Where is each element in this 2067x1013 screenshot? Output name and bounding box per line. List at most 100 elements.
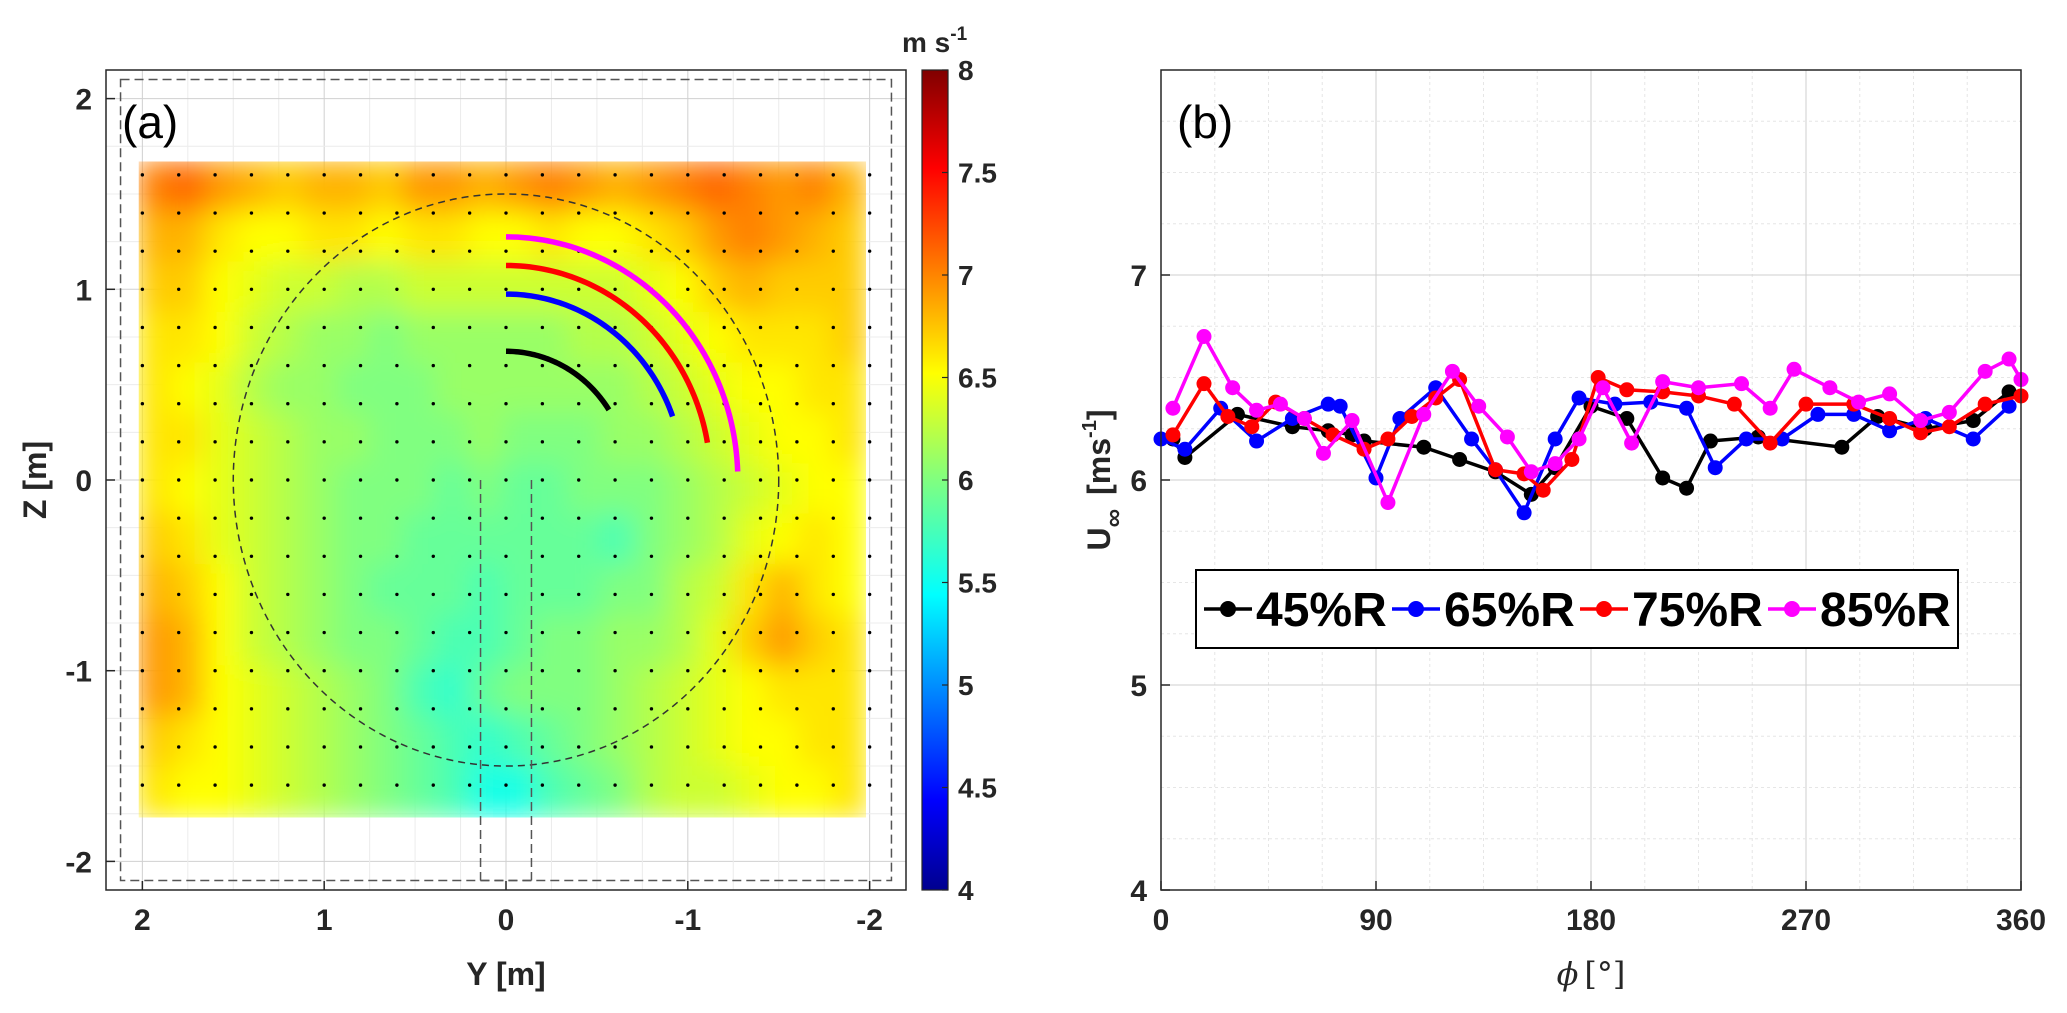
- measurement-point: [649, 630, 654, 635]
- field-cell: [170, 362, 206, 415]
- measurement-point: [249, 402, 254, 406]
- legend-box: [1195, 569, 1959, 649]
- series-85pct-r: [1165, 329, 2029, 511]
- data-point: [1882, 386, 1898, 402]
- measurement-point: [540, 440, 545, 444]
- field-cell: [402, 311, 438, 365]
- measurement-point: [213, 363, 217, 368]
- colorbar-tick-label: 7: [958, 260, 974, 291]
- field-cell: [534, 766, 570, 818]
- field-cell: [468, 665, 504, 718]
- field-cell: [468, 614, 504, 668]
- measurement-point: [322, 363, 326, 368]
- data-point: [1762, 400, 1778, 416]
- field-cell: [798, 665, 834, 718]
- measurement-point: [758, 592, 763, 597]
- measurement-point: [213, 173, 217, 177]
- panel-b-ylabel-unit-close: ]: [1081, 409, 1117, 420]
- measurement-point: [467, 668, 472, 673]
- measurement-point: [577, 516, 581, 520]
- measurement-point: [540, 173, 545, 177]
- field-cell: [831, 261, 866, 314]
- field-cell: [303, 261, 339, 314]
- field-cell: [269, 362, 306, 415]
- field-cell: [269, 715, 306, 769]
- measurement-point: [540, 325, 545, 330]
- field-cell: [369, 412, 405, 466]
- field-cell: [798, 564, 834, 617]
- data-point: [1734, 376, 1749, 392]
- data-point: [1738, 431, 1754, 447]
- field-cell: [303, 161, 339, 213]
- field-cell: [831, 766, 866, 818]
- field-cell: [468, 513, 504, 567]
- measurement-point: [540, 707, 545, 711]
- colorbar-unit-exp: -1: [950, 24, 967, 45]
- field-cell: [732, 715, 768, 769]
- measurement-point: [358, 402, 363, 406]
- x-tick-label: 0: [1153, 904, 1170, 937]
- arc-85pct-r: [505, 234, 741, 472]
- data-point: [1702, 433, 1718, 449]
- field-cell: [732, 210, 768, 264]
- measurement-point: [358, 783, 363, 787]
- legend-marker: [1220, 601, 1236, 617]
- field-cell: [336, 261, 372, 314]
- measurement-point: [867, 325, 872, 330]
- measurement-point: [286, 173, 290, 177]
- field-cell: [236, 564, 272, 617]
- measurement-point: [358, 478, 363, 482]
- field-cell: [203, 715, 239, 769]
- measurement-point: [795, 325, 799, 330]
- measurement-point: [395, 325, 399, 330]
- measurement-point: [722, 287, 726, 292]
- measurement-point: [831, 668, 835, 673]
- legend-label: 45%R: [1256, 584, 1387, 637]
- data-point: [2001, 398, 2017, 414]
- field-cell: [138, 161, 173, 213]
- measurement-point: [831, 745, 835, 749]
- measurement-point: [140, 592, 145, 597]
- data-point: [1913, 425, 1929, 441]
- panel-b: 0 90 180 270 360 4 5 6 7 (b) ϕ [°] U∞ [ms-1] 45%R 6…: [1079, 69, 2046, 993]
- colorbar-tick-label: 6: [958, 465, 974, 496]
- measurement-point: [213, 249, 217, 253]
- measurement-point: [358, 325, 363, 330]
- colorbar-tick-label: 7.5: [958, 158, 997, 189]
- field-cell: [534, 614, 570, 668]
- measurement-point: [249, 516, 254, 520]
- data-point: [1272, 396, 1288, 412]
- measurement-point: [686, 211, 690, 215]
- y-tick-label: 1: [75, 274, 92, 307]
- measurement-point: [577, 745, 581, 749]
- field-cell: [567, 412, 603, 466]
- field-cell: [534, 161, 570, 213]
- measurement-point: [177, 745, 181, 749]
- panel-a-label: (a): [122, 96, 178, 148]
- field-cell: [732, 513, 768, 567]
- field-cell: [170, 513, 206, 567]
- data-point: [1244, 419, 1260, 435]
- measurement-point: [722, 745, 726, 749]
- colorbar-tick-label: 4.5: [958, 773, 997, 804]
- field-cell: [567, 665, 603, 718]
- data-point: [1707, 460, 1723, 476]
- field-cell: [203, 412, 239, 466]
- measurement-point: [795, 478, 799, 482]
- field-cell: [170, 311, 206, 365]
- measurement-point: [358, 630, 363, 635]
- measurement-point: [140, 516, 145, 520]
- measurement-point: [395, 402, 399, 406]
- y-tick-label: 6: [1130, 465, 1147, 498]
- measurement-point: [758, 630, 763, 635]
- measurement-point: [831, 630, 835, 635]
- measurement-point: [831, 211, 835, 215]
- measurement-point: [577, 630, 581, 635]
- data-point: [1691, 380, 1706, 396]
- measurement-point: [322, 707, 326, 711]
- field-cell: [534, 513, 570, 567]
- field-cell: [501, 564, 537, 617]
- field-cell: [402, 463, 438, 516]
- panel-b-series: [1153, 329, 2029, 521]
- measurement-point: [540, 592, 545, 597]
